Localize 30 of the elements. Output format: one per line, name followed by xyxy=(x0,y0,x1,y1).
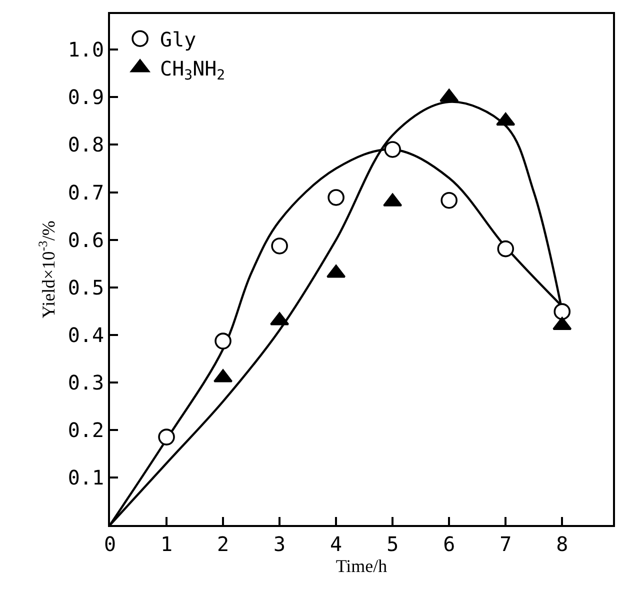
y-tick-label: 0.1 xyxy=(68,465,104,490)
y-tick-label: 0.2 xyxy=(68,418,104,442)
y-tick-label: 0.8 xyxy=(68,132,104,157)
legend-label: Gly xyxy=(160,27,196,52)
legend-label: CH$_{3}$NH$_{2}$ xyxy=(160,56,226,84)
point xyxy=(328,189,344,206)
y-tick-label: 0.4 xyxy=(68,322,104,347)
x-tick-label: 0 xyxy=(104,532,116,556)
x-tick-label: 8 xyxy=(556,532,568,556)
point xyxy=(554,303,571,320)
x-tick-label: 6 xyxy=(443,532,456,556)
x-tick-label: 5 xyxy=(386,532,399,556)
x-tick-label: 1 xyxy=(160,532,173,556)
x-tick-label: 3 xyxy=(274,532,286,556)
y-tick-label: 0.7 xyxy=(68,180,104,204)
y-tick-label: 0.3 xyxy=(68,370,104,394)
y-tick-label: 1.0 xyxy=(68,38,104,62)
point xyxy=(384,141,401,158)
point xyxy=(497,240,514,258)
y-tick-label: 0.5 xyxy=(68,275,104,300)
x-tick-label: 7 xyxy=(500,532,512,556)
point xyxy=(440,192,458,209)
point xyxy=(271,238,288,254)
point xyxy=(158,428,175,446)
y-tick-label: 0.9 xyxy=(68,85,104,110)
x-axis-title: Time/h xyxy=(336,556,388,576)
x-tick-label: 4 xyxy=(330,532,342,556)
y-tick-label: 0.6 xyxy=(68,228,104,252)
point xyxy=(214,332,232,350)
x-tick-label: 2 xyxy=(217,532,230,556)
